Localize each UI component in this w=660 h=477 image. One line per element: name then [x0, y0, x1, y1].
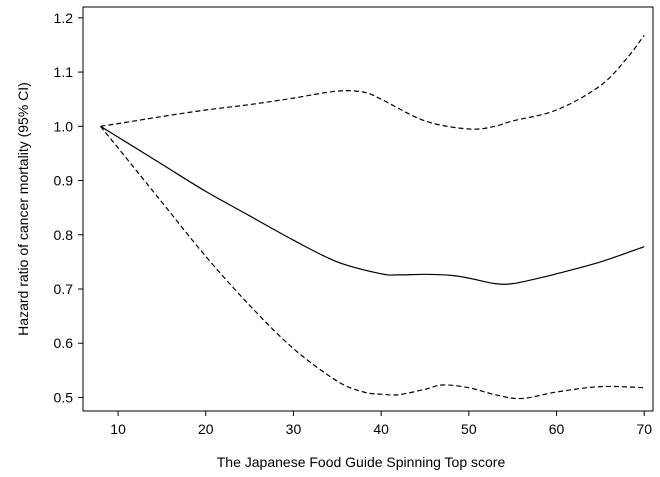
- x-tick-label: 50: [461, 421, 477, 437]
- y-tick-label: 1.2: [54, 10, 74, 26]
- plot-frame: [82, 6, 654, 412]
- x-tick-label: 40: [373, 421, 389, 437]
- y-tick-label: 1.0: [54, 118, 74, 134]
- y-tick-label: 0.5: [54, 389, 74, 405]
- hazard-ratio-line: [100, 125, 645, 285]
- y-tick-label: 1.1: [54, 64, 74, 80]
- x-tick-label: 30: [286, 421, 302, 437]
- x-tick-label: 20: [198, 421, 214, 437]
- x-tick-label: 10: [110, 421, 126, 437]
- y-axis-title: Hazard ratio of cancer mortality (95% CI…: [15, 82, 31, 336]
- x-axis: 10 20 30 40 50 60 70: [110, 411, 652, 437]
- upper-ci-line: [100, 34, 645, 130]
- x-tick-label: 70: [636, 421, 652, 437]
- x-tick-label: 60: [549, 421, 565, 437]
- x-axis-title: The Japanese Food Guide Spinning Top sco…: [217, 454, 506, 470]
- y-tick-label: 0.6: [54, 335, 74, 351]
- y-axis: 0.5 0.6 0.7 0.8 0.9 1.0 1.1 1.2: [54, 10, 83, 405]
- lower-ci-line: [100, 125, 645, 400]
- y-tick-label: 0.9: [54, 173, 74, 189]
- series-group: [100, 34, 645, 400]
- y-tick-label: 0.7: [54, 281, 74, 297]
- y-tick-label: 0.8: [54, 227, 74, 243]
